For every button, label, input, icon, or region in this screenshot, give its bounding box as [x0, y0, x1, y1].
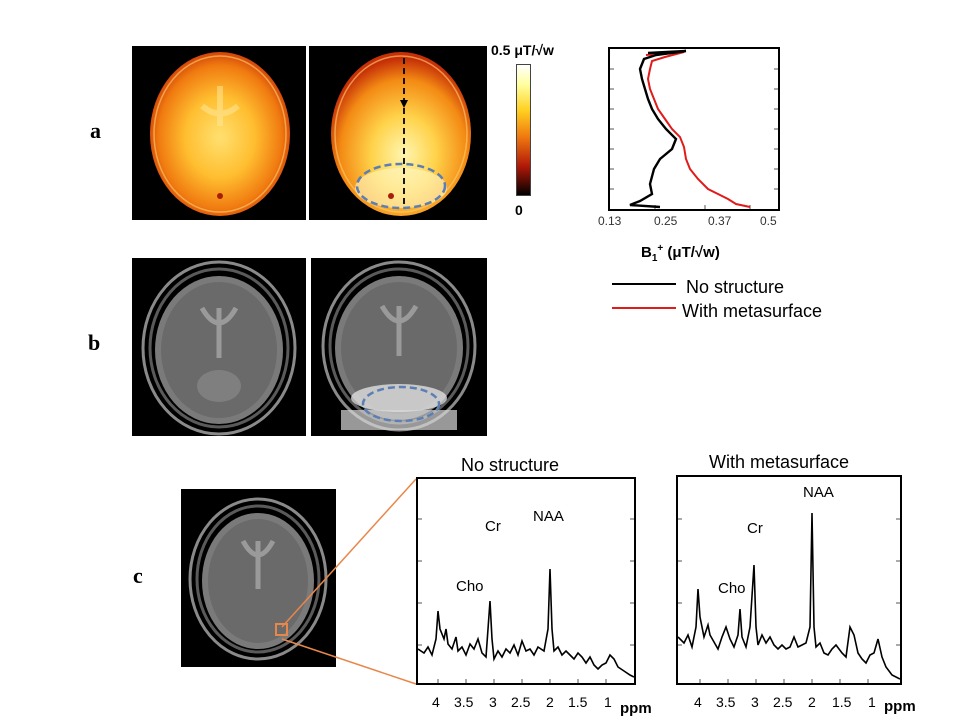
spectrum-title-no-structure: No structure [461, 455, 560, 475]
spectrum2-peak-cr: Cr [747, 520, 763, 537]
spectrum1-peak-cho: Cho [456, 578, 484, 595]
colorbar [516, 64, 531, 196]
panel-letter-b: b [88, 330, 101, 355]
spectrum2-ppm-tick-2: 2 [808, 694, 816, 710]
spectrum1-ppm-tick-3: 3 [489, 694, 497, 710]
spectrum-trace-with-metasurface [678, 512, 900, 680]
dashed-ellipse-roi-b [361, 385, 441, 423]
spectrum2-peak-naa: NAA [803, 484, 834, 501]
mri-no-structure [132, 258, 306, 436]
spectrum1-peak-cr: Cr [485, 518, 501, 535]
spectrum1-ppm-tick-2: 2 [546, 694, 554, 710]
panel-letter-a: a [90, 118, 101, 143]
spectrum2-ppm-tick-1.5: 1.5 [832, 694, 852, 710]
spectrum2-ppm-unit: ppm [884, 698, 916, 715]
profile-x-tick-1: 0.13 [598, 214, 622, 228]
spectrum-trace-no-structure [418, 568, 634, 678]
mri-with-metasurface [311, 258, 487, 436]
b1-map-no-structure [132, 46, 306, 220]
spectrum2-ppm-tick-3: 3 [751, 694, 759, 710]
profile-x-tick-2: 0.25 [654, 214, 678, 228]
voxel-roi-box [275, 623, 288, 636]
spectrum1-peak-naa: NAA [533, 508, 564, 525]
legend-label-no-structure: No structure [686, 277, 785, 297]
spectrum1-ppm-unit: ppm [620, 700, 652, 717]
colorbar-min-label: 0 [515, 202, 523, 218]
zoom-connector-lines [281, 478, 417, 685]
spectrum-with-metasurface [676, 475, 902, 685]
spectrum1-ppm-tick-1.5: 1.5 [568, 694, 588, 710]
b1-profile-plot [608, 47, 780, 211]
spectrum1-ppm-tick-2.5: 2.5 [511, 694, 531, 710]
spectrum2-ppm-tick-2.5: 2.5 [773, 694, 793, 710]
b1-map-with-metasurface [309, 46, 487, 220]
spectrum1-ppm-tick-4: 4 [432, 694, 440, 710]
spectrum2-peak-cho: Cho [718, 580, 746, 597]
spectrum2-ppm-tick-4: 4 [694, 694, 702, 710]
colorbar-max-label: 0.5 μT/√w [491, 42, 554, 58]
legend-label-with-metasurface: With metasurface [682, 301, 823, 321]
spectrum-title-with-metasurface: With metasurface [709, 452, 850, 472]
profile-x-axis-label: B1+ (μT/√w) [641, 243, 720, 264]
panel-letter-c: c [133, 563, 143, 588]
profile-x-tick-4: 0.5 [760, 214, 777, 228]
spectrum2-ppm-tick-3.5: 3.5 [716, 694, 736, 710]
spectrum1-ppm-tick-3.5: 3.5 [454, 694, 474, 710]
legend-swatch-no-structure [612, 283, 676, 285]
profile-curve-no-structure [629, 49, 687, 209]
mri-voxel-location [181, 489, 336, 667]
dashed-ellipse-roi [355, 162, 447, 210]
legend-swatch-with-metasurface [612, 307, 676, 309]
profile-x-tick-3: 0.37 [708, 214, 732, 228]
spectrum2-ppm-tick-1: 1 [868, 694, 876, 710]
spectrum1-ppm-tick-1: 1 [604, 694, 612, 710]
profile-curve-with-metasurface [645, 51, 751, 208]
spectrum-no-structure [416, 477, 636, 685]
